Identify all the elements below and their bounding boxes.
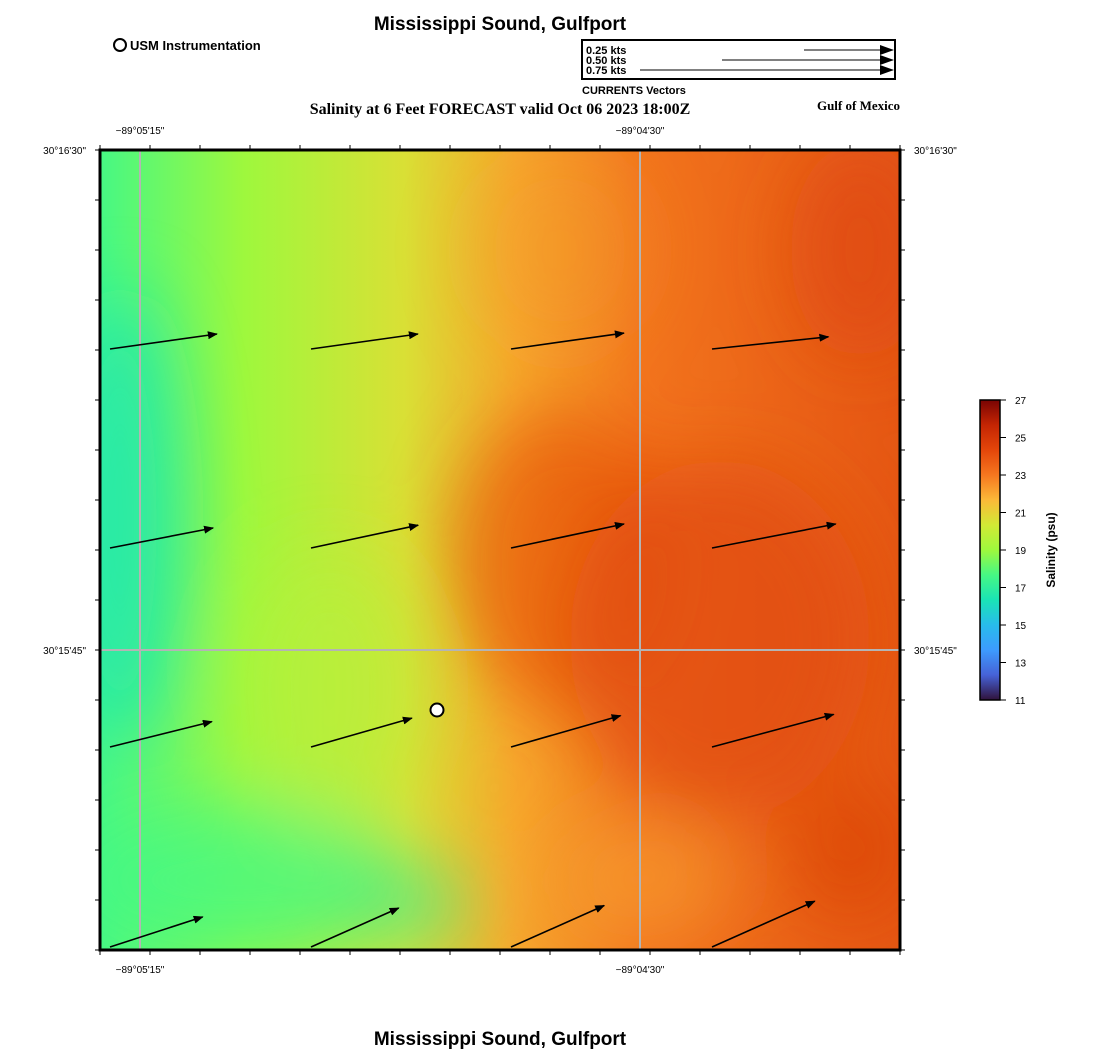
vector-key-entry-3: 0.75 kts: [586, 65, 626, 77]
colorbar-tick-label: 15: [1015, 621, 1027, 632]
vector-key: 0.25 kts 0.50 kts 0.75 kts CURRENTS Vect…: [581, 39, 896, 97]
lon-label-top-2: −89°04'30": [616, 126, 665, 137]
lon-label-bottom-1: −89°05'15": [116, 965, 165, 976]
current-vector-arrow: [711, 521, 837, 549]
instrument-legend-label: USM Instrumentation: [130, 38, 261, 53]
vector-key-entry-1: 0.25 kts: [586, 45, 626, 57]
map-title: Mississippi Sound, Gulfport: [374, 14, 627, 35]
current-vectors: [109, 330, 837, 948]
current-vector-arrow: [109, 915, 204, 948]
region-label: Gulf of Mexico: [817, 98, 900, 113]
footer-title: Mississippi Sound, Gulfport: [374, 1029, 627, 1050]
colorbar-tick-label: 13: [1015, 659, 1027, 670]
current-vector-arrow: [510, 330, 625, 350]
current-vector-arrow: [310, 907, 400, 948]
colorbar-tick-label: 11: [1015, 696, 1026, 707]
colorbar-tick-label: 17: [1015, 584, 1027, 595]
current-vector-arrow: [711, 900, 816, 948]
colorbar: 27 25 23 21 19 17 15 13 11 Salinity (psu): [979, 396, 1058, 707]
colorbar-tick-label: 21: [1015, 509, 1027, 520]
map-subtitle: Salinity at 6 Feet FORECAST valid Oct 06…: [310, 101, 691, 118]
instrument-legend: USM Instrumentation: [113, 38, 261, 53]
colorbar-tick-label: 23: [1015, 471, 1027, 482]
current-vector-arrow: [510, 521, 625, 549]
instrument-marker-icon: [113, 38, 127, 52]
lon-label-bottom-2: −89°04'30": [616, 965, 665, 976]
lat-label-left-2: 30°15'45": [43, 646, 86, 657]
colorbar-tick-label: 27: [1015, 396, 1027, 407]
lat-label-right-1: 30°16'30": [914, 146, 957, 157]
current-vector-arrow: [510, 904, 606, 948]
lat-label-right-2: 30°15'45": [914, 646, 957, 657]
usm-station-marker[interactable]: [429, 702, 445, 718]
colorbar-ticks: 27 25 23 21 19 17 15 13 11: [1000, 396, 1027, 707]
vector-key-entry-2: 0.50 kts: [586, 55, 626, 67]
colorbar-scale: [979, 399, 1001, 701]
colorbar-tick-label: 19: [1015, 546, 1027, 557]
current-vector-arrow: [109, 719, 213, 748]
vector-key-title: CURRENTS Vectors: [582, 85, 686, 97]
current-vector-arrow: [510, 714, 622, 748]
current-vector-arrow: [310, 331, 419, 350]
current-vector-arrow: [711, 333, 830, 350]
current-vector-arrow: [109, 525, 215, 549]
current-vector-arrow: [310, 716, 413, 748]
frame-ticks: [95, 145, 905, 955]
colorbar-label: Salinity (psu): [1044, 512, 1058, 587]
current-vector-arrow: [109, 331, 218, 350]
lon-label-top-1: −89°05'15": [116, 126, 165, 137]
lat-label-left-1: 30°16'30": [43, 146, 86, 157]
graticule: [100, 150, 900, 950]
current-vector-arrow: [711, 712, 835, 748]
current-vector-arrow: [310, 523, 420, 549]
salinity-field: [100, 150, 900, 950]
colorbar-tick-label: 25: [1015, 434, 1027, 445]
